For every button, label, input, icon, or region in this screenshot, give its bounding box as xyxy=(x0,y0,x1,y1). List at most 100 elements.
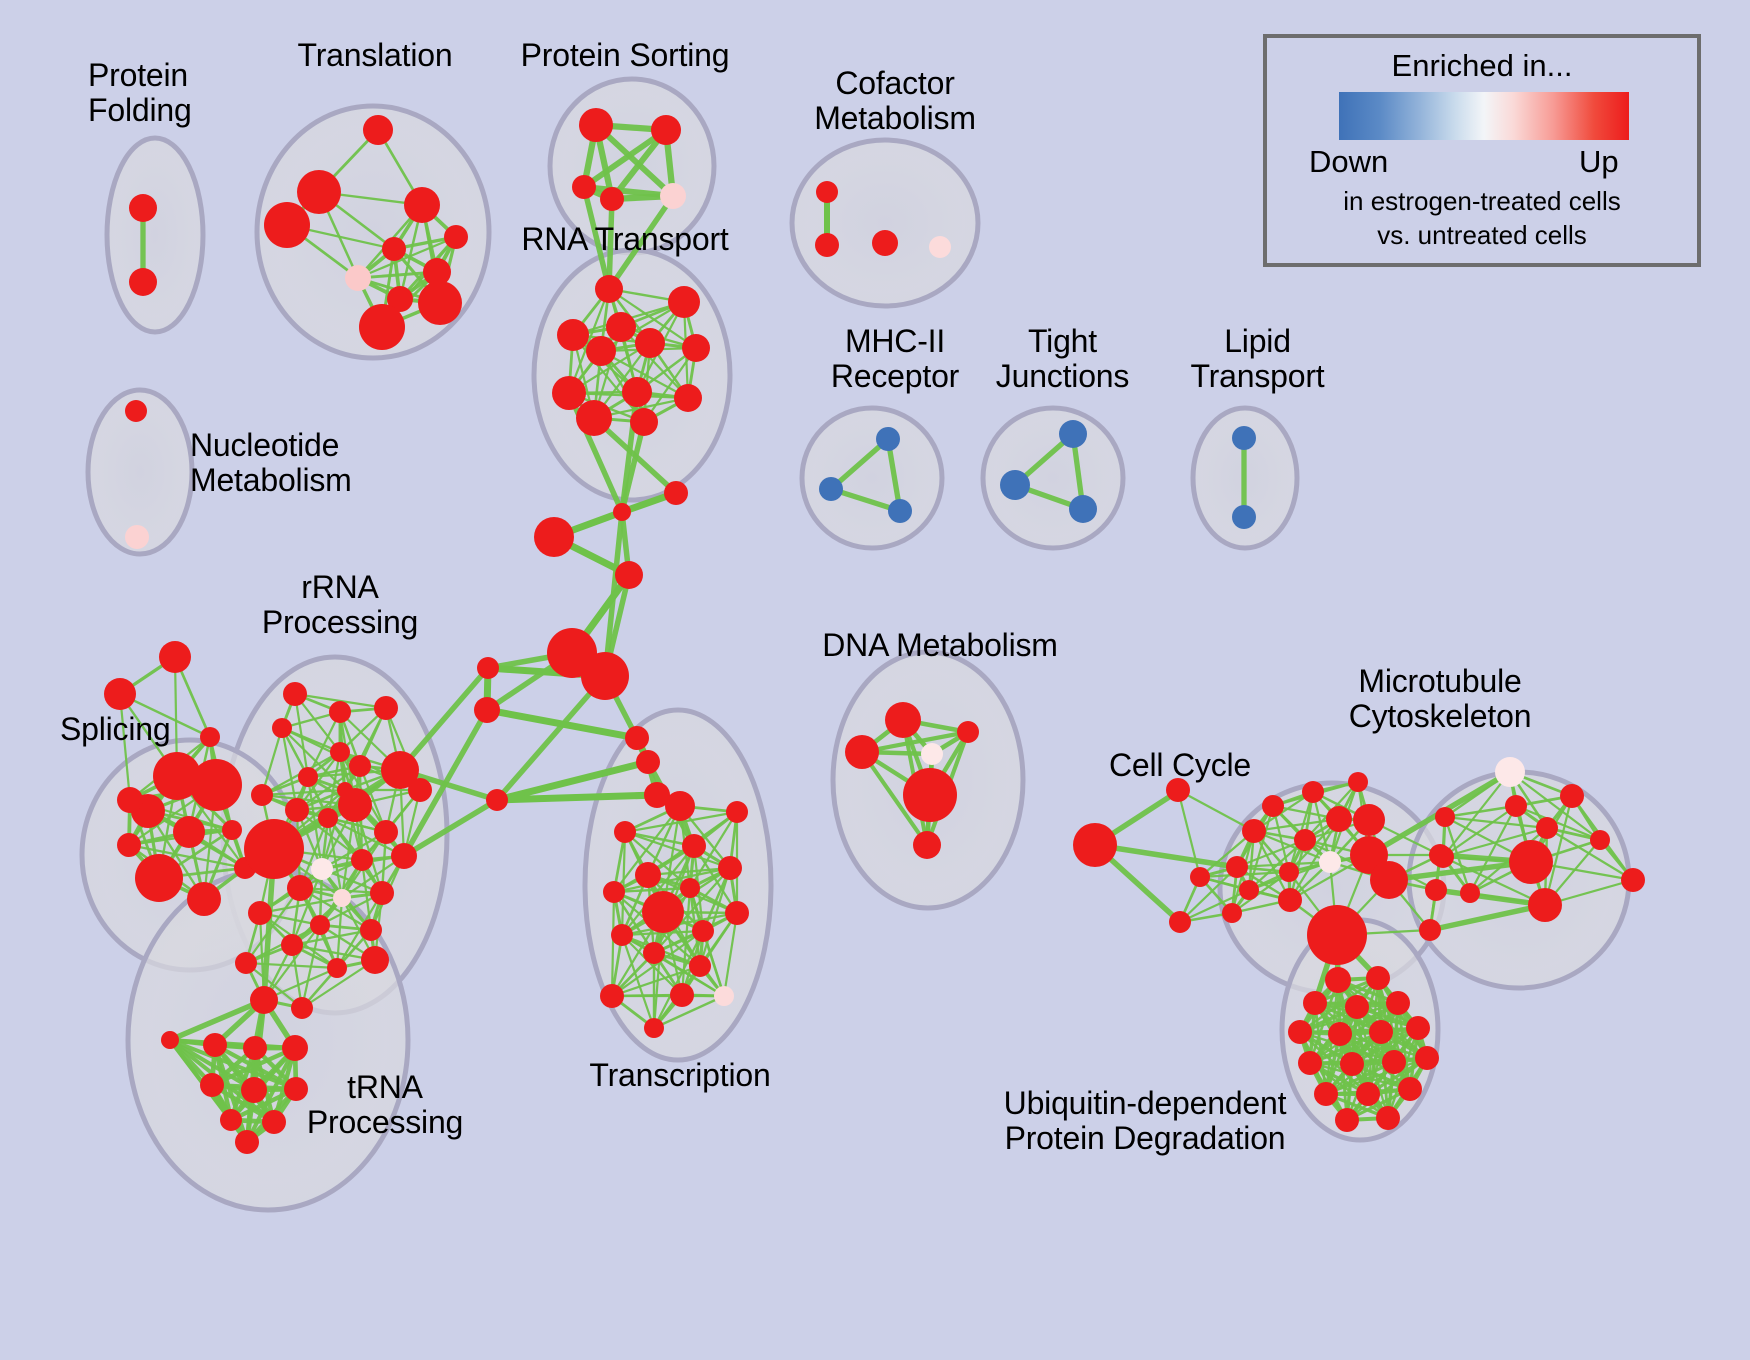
gene-set-node[interactable] xyxy=(614,821,636,843)
gene-set-node[interactable] xyxy=(929,236,951,258)
gene-set-node[interactable] xyxy=(576,400,612,436)
gene-set-node[interactable] xyxy=(381,751,419,789)
gene-set-node[interactable] xyxy=(330,742,350,762)
gene-set-node[interactable] xyxy=(349,755,371,777)
gene-set-node[interactable] xyxy=(203,1033,227,1057)
gene-set-node[interactable] xyxy=(1435,807,1455,827)
gene-set-node[interactable] xyxy=(129,194,157,222)
gene-set-node[interactable] xyxy=(404,187,440,223)
gene-set-node[interactable] xyxy=(1302,781,1324,803)
gene-set-node[interactable] xyxy=(1169,911,1191,933)
gene-set-node[interactable] xyxy=(1425,879,1447,901)
gene-set-node[interactable] xyxy=(251,784,273,806)
gene-set-node[interactable] xyxy=(282,1035,308,1061)
gene-set-node[interactable] xyxy=(1232,505,1256,529)
gene-set-node[interactable] xyxy=(104,678,136,710)
gene-set-node[interactable] xyxy=(1386,991,1410,1015)
gene-set-node[interactable] xyxy=(644,782,670,808)
gene-set-node[interactable] xyxy=(674,384,702,412)
gene-set-node[interactable] xyxy=(819,477,843,501)
gene-set-node[interactable] xyxy=(310,915,330,935)
gene-set-node[interactable] xyxy=(243,1036,267,1060)
gene-set-node[interactable] xyxy=(1069,495,1097,523)
gene-set-node[interactable] xyxy=(1432,846,1454,868)
gene-set-node[interactable] xyxy=(262,1110,286,1134)
gene-set-node[interactable] xyxy=(333,889,351,907)
gene-set-node[interactable] xyxy=(153,752,201,800)
gene-set-node[interactable] xyxy=(1560,784,1584,808)
gene-set-node[interactable] xyxy=(872,230,898,256)
gene-set-node[interactable] xyxy=(1382,1050,1406,1074)
gene-set-node[interactable] xyxy=(595,275,623,303)
gene-set-node[interactable] xyxy=(220,1109,242,1131)
gene-set-node[interactable] xyxy=(603,881,625,903)
gene-set-node[interactable] xyxy=(1335,1108,1359,1132)
gene-set-node[interactable] xyxy=(327,958,347,978)
gene-set-node[interactable] xyxy=(903,768,957,822)
gene-set-node[interactable] xyxy=(370,881,394,905)
gene-set-node[interactable] xyxy=(241,1077,267,1103)
gene-set-node[interactable] xyxy=(117,787,143,813)
gene-set-node[interactable] xyxy=(1528,888,1562,922)
gene-set-node[interactable] xyxy=(1307,905,1367,965)
gene-set-node[interactable] xyxy=(1298,1051,1322,1075)
gene-set-node[interactable] xyxy=(1226,856,1248,878)
gene-set-node[interactable] xyxy=(1353,804,1385,836)
gene-set-node[interactable] xyxy=(190,759,242,811)
gene-set-node[interactable] xyxy=(1536,817,1558,839)
gene-set-node[interactable] xyxy=(287,875,313,901)
gene-set-node[interactable] xyxy=(1505,795,1527,817)
gene-set-node[interactable] xyxy=(391,843,417,869)
gene-set-node[interactable] xyxy=(643,942,665,964)
gene-set-node[interactable] xyxy=(250,986,278,1014)
gene-set-node[interactable] xyxy=(1073,823,1117,867)
gene-set-node[interactable] xyxy=(248,901,272,925)
gene-set-node[interactable] xyxy=(338,788,372,822)
gene-set-node[interactable] xyxy=(1340,1052,1364,1076)
gene-set-node[interactable] xyxy=(625,726,649,750)
gene-set-node[interactable] xyxy=(135,854,183,902)
gene-set-node[interactable] xyxy=(635,862,661,888)
gene-set-node[interactable] xyxy=(161,1031,179,1049)
gene-set-node[interactable] xyxy=(318,808,338,828)
gene-set-node[interactable] xyxy=(1326,806,1352,832)
gene-set-node[interactable] xyxy=(474,697,500,723)
gene-set-node[interactable] xyxy=(360,919,382,941)
gene-set-node[interactable] xyxy=(689,955,711,977)
gene-set-node[interactable] xyxy=(285,798,309,822)
gene-set-node[interactable] xyxy=(651,115,681,145)
gene-set-node[interactable] xyxy=(622,377,652,407)
gene-set-node[interactable] xyxy=(244,819,304,879)
gene-set-node[interactable] xyxy=(664,481,688,505)
gene-set-node[interactable] xyxy=(1509,840,1553,884)
gene-set-node[interactable] xyxy=(1419,919,1441,941)
gene-set-node[interactable] xyxy=(129,268,157,296)
gene-set-node[interactable] xyxy=(1345,995,1369,1019)
gene-set-node[interactable] xyxy=(1376,1106,1400,1130)
gene-set-node[interactable] xyxy=(329,701,351,723)
gene-set-node[interactable] xyxy=(1279,862,1299,882)
gene-set-node[interactable] xyxy=(913,831,941,859)
gene-set-node[interactable] xyxy=(1415,1046,1439,1070)
gene-set-node[interactable] xyxy=(117,833,141,857)
gene-set-node[interactable] xyxy=(1000,470,1030,500)
gene-set-node[interactable] xyxy=(1278,888,1302,912)
gene-set-node[interactable] xyxy=(534,517,574,557)
gene-set-node[interactable] xyxy=(1369,1020,1393,1044)
gene-set-node[interactable] xyxy=(444,225,468,249)
gene-set-node[interactable] xyxy=(363,115,393,145)
gene-set-node[interactable] xyxy=(665,791,695,821)
gene-set-node[interactable] xyxy=(359,304,405,350)
gene-set-node[interactable] xyxy=(876,427,900,451)
gene-set-node[interactable] xyxy=(682,334,710,362)
gene-set-node[interactable] xyxy=(1303,991,1327,1015)
gene-set-node[interactable] xyxy=(815,233,839,257)
gene-set-node[interactable] xyxy=(298,767,318,787)
gene-set-node[interactable] xyxy=(477,657,499,679)
gene-set-node[interactable] xyxy=(235,1130,259,1154)
gene-set-node[interactable] xyxy=(557,319,589,351)
gene-set-node[interactable] xyxy=(725,901,749,925)
gene-set-node[interactable] xyxy=(668,286,700,318)
gene-set-node[interactable] xyxy=(816,181,838,203)
gene-set-node[interactable] xyxy=(423,258,451,286)
